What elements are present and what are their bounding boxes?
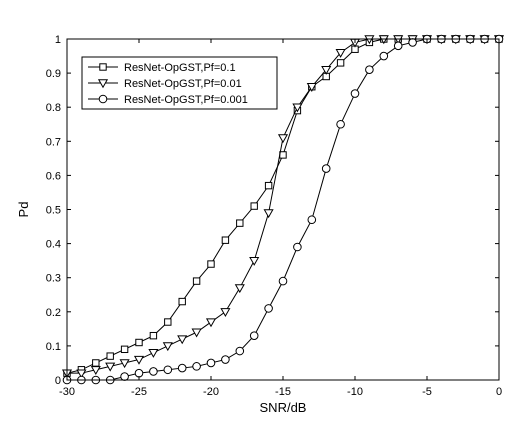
y-tick-label: 0.4 (46, 239, 61, 251)
y-tick-label: 0.5 (46, 205, 61, 217)
data-point (350, 89, 360, 98)
data-point (221, 236, 230, 244)
y-tick-label: 1 (55, 34, 61, 46)
data-point (164, 318, 172, 326)
data-point (206, 358, 216, 368)
data-point (264, 304, 273, 313)
data-point (191, 328, 202, 338)
data-point (221, 355, 230, 364)
x-tick-label: -15 (275, 386, 291, 398)
data-point (234, 284, 245, 294)
legend-marker (97, 79, 109, 89)
data-point (321, 164, 331, 173)
y-axis-label: Pd (16, 202, 31, 218)
data-point (192, 277, 201, 285)
legend-marker (99, 63, 107, 71)
y-tick-label: 0.7 (46, 136, 61, 148)
data-point (205, 318, 217, 328)
y-tick-label: 0.2 (46, 307, 61, 319)
data-point (336, 119, 345, 129)
data-point (92, 359, 100, 367)
data-point (263, 209, 274, 219)
data-point (408, 38, 417, 47)
y-tick-label: 0.1 (46, 341, 61, 353)
data-point (336, 59, 345, 67)
data-point (236, 219, 244, 227)
legend-marker (98, 94, 108, 104)
data-point (379, 51, 389, 61)
data-point (105, 362, 116, 372)
data-point (119, 359, 130, 369)
data-point (278, 276, 288, 286)
data-point (76, 369, 87, 379)
data-point (207, 260, 215, 268)
x-tick-label: 0 (496, 386, 502, 398)
y-tick-label: 0.8 (46, 102, 61, 114)
data-point (249, 256, 260, 266)
data-point (220, 308, 231, 318)
data-point (120, 372, 129, 381)
data-point (178, 297, 186, 306)
x-tick-label: -25 (131, 386, 147, 398)
data-point (163, 365, 173, 375)
legend-entry: ResNet-OpGST,Pf=0.001 (124, 94, 248, 106)
data-point (365, 65, 374, 74)
data-point (149, 331, 158, 340)
y-tick-label: 0.3 (46, 273, 61, 285)
x-axis-label: SNR/dB (260, 400, 307, 415)
x-tick-label: -30 (59, 386, 75, 398)
data-point (106, 352, 114, 360)
data-point (335, 48, 346, 58)
y-tick-label: 0.6 (46, 170, 61, 182)
data-point (162, 342, 173, 352)
legend-entry: ResNet-OpGST,Pf=0.1 (124, 62, 236, 74)
data-point (293, 242, 302, 252)
data-point (393, 41, 403, 51)
data-point (120, 345, 129, 354)
data-point (90, 366, 101, 375)
y-tick-label: 0 (55, 375, 61, 387)
data-point (177, 335, 188, 345)
data-point (134, 368, 144, 378)
data-point (148, 349, 159, 358)
x-tick-label: -20 (203, 386, 219, 398)
legend: ResNet-OpGST,Pf=0.1 ResNet-OpGST,Pf=0.01 R… (81, 56, 278, 110)
data-point (277, 134, 289, 144)
data-point (306, 83, 317, 92)
data-point (264, 181, 273, 190)
data-point (250, 202, 258, 210)
data-point (307, 215, 317, 225)
data-point (235, 346, 245, 356)
y-tick-label: 0.9 (46, 68, 61, 80)
data-point (279, 151, 287, 159)
data-point (249, 331, 259, 340)
data-point (177, 363, 187, 373)
data-point (133, 355, 145, 365)
data-point (292, 103, 303, 113)
x-tick-label: -5 (422, 386, 432, 398)
x-tick-label: -10 (347, 386, 363, 398)
legend-entry: ResNet-OpGST,Pf=0.01 (124, 78, 242, 90)
data-point (135, 338, 143, 347)
axes: -30 -25 -20 -15 -10 -5 0 0 0.1 0.2 0.3 0.4 0.5 0.6 0.7… (46, 34, 502, 398)
data-point (192, 362, 201, 371)
data-point (149, 367, 158, 376)
data-point (321, 65, 332, 75)
